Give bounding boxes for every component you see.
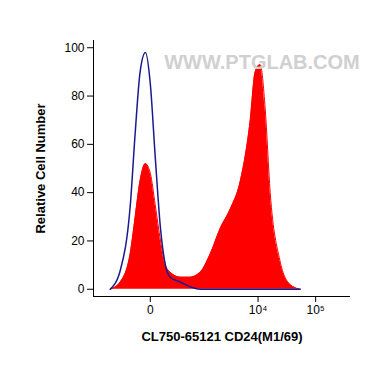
svg-text:0: 0 — [78, 282, 85, 296]
svg-text:WWW.PTGLAB.COM: WWW.PTGLAB.COM — [164, 51, 360, 73]
svg-text:80: 80 — [71, 89, 85, 103]
svg-text:100: 100 — [64, 41, 84, 55]
svg-text:20: 20 — [71, 234, 85, 248]
svg-text:0: 0 — [147, 303, 154, 317]
svg-text:10⁴: 10⁴ — [249, 303, 268, 317]
svg-text:CL750-65121 CD24(M1/69): CL750-65121 CD24(M1/69) — [141, 329, 302, 344]
svg-text:Relative Cell Number: Relative Cell Number — [33, 103, 48, 233]
svg-text:40: 40 — [71, 185, 85, 199]
svg-text:10⁵: 10⁵ — [306, 303, 324, 317]
svg-text:60: 60 — [71, 137, 85, 151]
